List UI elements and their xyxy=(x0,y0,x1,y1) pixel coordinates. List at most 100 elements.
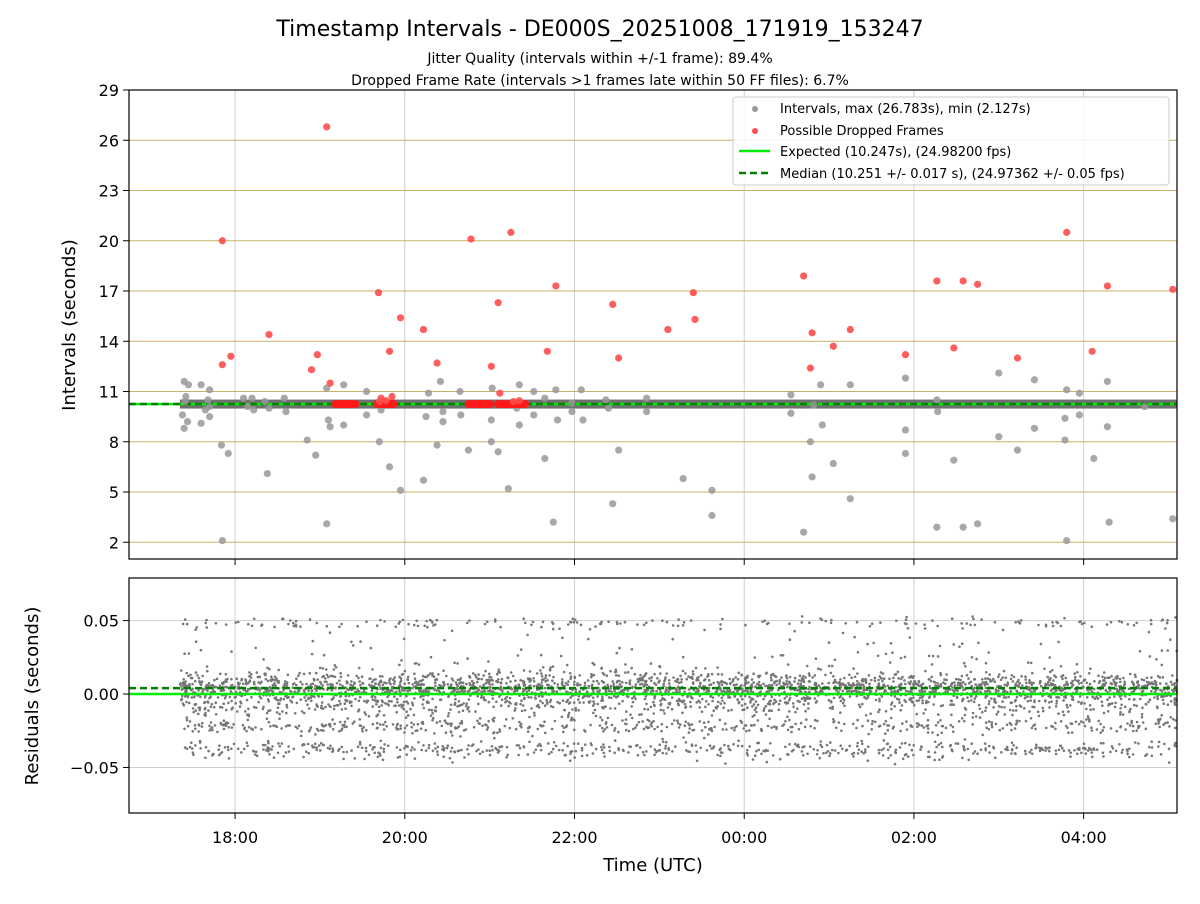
residual-point xyxy=(183,727,186,731)
residual-point xyxy=(1048,701,1051,704)
residual-point xyxy=(785,702,788,705)
residual-point xyxy=(897,698,901,701)
residual-point xyxy=(964,708,968,711)
residual-point xyxy=(567,702,571,705)
residual-point xyxy=(650,679,653,683)
interval-point xyxy=(810,401,818,409)
residual-point xyxy=(514,707,517,710)
residual-point xyxy=(327,675,330,679)
residual-point xyxy=(704,725,707,729)
residual-point xyxy=(1100,700,1104,704)
interval-point xyxy=(515,381,523,389)
residual-point xyxy=(1026,661,1030,664)
residual-point xyxy=(519,648,523,651)
residual-point xyxy=(932,680,936,684)
residual-point xyxy=(587,686,590,690)
residual-point xyxy=(975,657,978,661)
residual-point xyxy=(398,748,402,752)
residual-point xyxy=(299,698,303,701)
residual-point xyxy=(879,671,883,674)
residual-point xyxy=(728,677,731,681)
residual-point xyxy=(432,716,435,720)
residual-point xyxy=(797,679,801,682)
residual-point xyxy=(786,728,790,732)
residual-point xyxy=(1026,695,1029,698)
residual-point xyxy=(1135,720,1139,724)
residual-point xyxy=(970,684,973,688)
interval-point xyxy=(1063,386,1071,394)
residual-point xyxy=(1009,677,1013,681)
residual-point xyxy=(493,618,497,621)
residual-point xyxy=(659,699,662,703)
residual-point xyxy=(1070,722,1074,725)
residual-point xyxy=(722,681,726,684)
residual-point xyxy=(364,749,368,753)
residual-point xyxy=(522,745,526,749)
residual-point xyxy=(769,676,773,679)
residual-point xyxy=(889,754,893,757)
residual-point xyxy=(403,731,406,734)
residual-point xyxy=(1106,710,1110,713)
residual-point xyxy=(1084,752,1088,755)
residual-point xyxy=(699,746,702,750)
residual-point xyxy=(1004,676,1008,680)
residual-point xyxy=(283,684,286,687)
residual-point xyxy=(315,748,319,752)
residual-point xyxy=(806,752,809,756)
residual-point xyxy=(241,723,245,727)
residual-point xyxy=(800,621,804,624)
residual-point xyxy=(786,683,789,686)
residual-point xyxy=(642,727,646,731)
residual-point xyxy=(1063,616,1066,620)
residual-point xyxy=(514,727,518,731)
residual-point xyxy=(359,640,362,643)
residual-point xyxy=(492,705,495,709)
residual-point xyxy=(332,668,336,671)
residual-point xyxy=(898,746,902,749)
residual-point xyxy=(684,705,688,709)
residual-point xyxy=(1140,713,1144,716)
residual-point xyxy=(528,677,532,681)
residual-point xyxy=(299,680,302,684)
residual-point xyxy=(1012,675,1016,679)
residual-point xyxy=(361,682,365,685)
residual-point xyxy=(800,750,804,753)
residual-point xyxy=(411,703,415,707)
residual-point xyxy=(482,683,485,687)
residual-point xyxy=(367,753,371,756)
residual-point xyxy=(246,744,249,748)
residual-point xyxy=(762,682,765,686)
residual-point xyxy=(516,654,520,657)
residual-point xyxy=(513,709,516,712)
residual-point xyxy=(949,684,953,687)
residual-point xyxy=(198,708,201,712)
residual-point xyxy=(893,695,897,698)
residual-point xyxy=(786,685,789,689)
top-y-tick-label: 5 xyxy=(109,483,119,502)
residual-point xyxy=(223,696,227,700)
residual-point xyxy=(740,673,743,677)
residual-point xyxy=(231,706,234,709)
residual-point xyxy=(434,709,438,713)
residual-point xyxy=(642,675,645,678)
residual-point xyxy=(569,718,573,722)
residual-point xyxy=(844,749,848,752)
residual-point xyxy=(1132,698,1136,701)
residual-point xyxy=(536,727,540,731)
residual-point xyxy=(266,739,270,743)
residual-point xyxy=(311,639,315,643)
residual-point xyxy=(765,760,769,764)
residual-point xyxy=(183,746,187,749)
residual-point xyxy=(681,624,685,627)
residual-point xyxy=(528,740,531,744)
residual-point xyxy=(743,678,747,681)
residual-point xyxy=(1041,706,1044,710)
dropped-frame-point xyxy=(543,347,551,355)
residual-point xyxy=(1121,713,1125,716)
residual-point xyxy=(1115,687,1118,691)
residual-point xyxy=(832,681,835,684)
residual-point xyxy=(315,746,319,749)
residual-point xyxy=(531,734,534,738)
residual-point xyxy=(445,674,448,678)
residual-point xyxy=(1048,749,1051,753)
